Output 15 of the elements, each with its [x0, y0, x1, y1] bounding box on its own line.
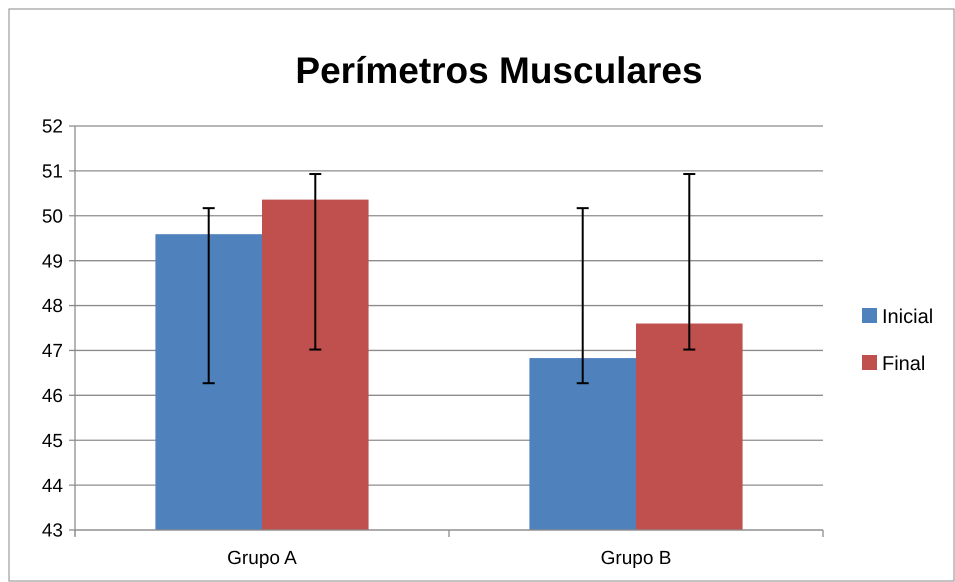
y-tick-label: 50	[42, 206, 63, 228]
y-tick-label: 52	[42, 116, 63, 138]
legend-label: Inicial	[882, 306, 934, 328]
x-tick-label: Grupo B	[600, 548, 672, 569]
legend-label: Final	[882, 353, 926, 375]
y-tick-label: 46	[42, 386, 63, 407]
x-tick-label: Grupo A	[227, 548, 298, 569]
y-tick-label: 45	[42, 430, 63, 452]
y-tick-label: 43	[42, 520, 63, 542]
chart-title: Perímetros Musculares	[295, 50, 703, 91]
y-tick-label: 47	[42, 341, 63, 362]
y-tick-label: 49	[42, 251, 63, 272]
y-tick-label: 48	[42, 296, 63, 318]
y-tick-label: 44	[42, 476, 64, 497]
y-tick-label: 51	[42, 162, 63, 183]
